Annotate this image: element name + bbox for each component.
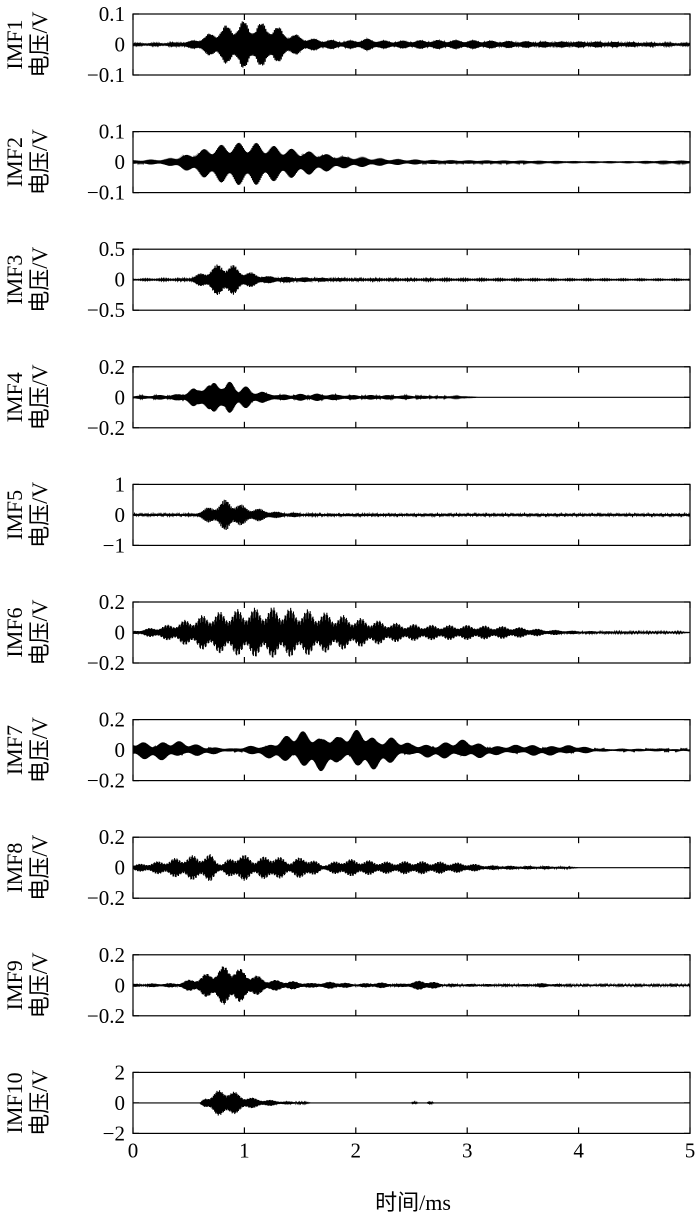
- y-tick-label: 0: [115, 621, 126, 645]
- y-tick-label: 0: [115, 268, 126, 292]
- y-tick-label: −0.2: [87, 651, 125, 675]
- y-axis-label-unit: 电压/V: [27, 247, 52, 313]
- y-axis-label-unit: 电压/V: [27, 1070, 52, 1136]
- y-axis-label: IMF10电压/V: [2, 1070, 52, 1136]
- y-tick-label: −0.2: [87, 1004, 125, 1028]
- y-tick-label: 0: [115, 1091, 126, 1115]
- y-axis-label-series: IMF10: [2, 1072, 27, 1133]
- y-tick-label: 0: [115, 33, 126, 57]
- panel-imf3: 0.5 0 −0.5 IMF3电压/V: [2, 237, 691, 322]
- y-tick-label: −1: [103, 533, 125, 557]
- y-axis-label-unit: 电压/V: [27, 952, 52, 1018]
- y-axis-label-series: IMF8: [2, 843, 27, 893]
- y-tick-label: 0.2: [99, 943, 125, 967]
- signal-line-imf4: [133, 381, 690, 413]
- signal-line-imf3: [133, 264, 690, 295]
- signal-line-imf10: [133, 1090, 690, 1116]
- y-axis-label: IMF9电压/V: [2, 952, 52, 1018]
- y-axis-label-unit: 电压/V: [27, 717, 52, 783]
- x-tick-label: 1: [239, 1138, 250, 1162]
- panel-imf4: 0.2 0 −0.2 IMF4电压/V: [2, 355, 691, 440]
- y-axis-label: IMF7电压/V: [2, 717, 52, 783]
- x-axis-label: 时间/ms: [375, 1190, 451, 1215]
- y-tick-label: −0.2: [87, 416, 125, 440]
- y-axis-label: IMF4电压/V: [2, 364, 52, 430]
- y-tick-label: 0.2: [99, 355, 125, 379]
- y-axis-label: IMF2电压/V: [2, 129, 52, 195]
- y-tick-label: −0.1: [87, 181, 125, 205]
- y-tick-label: −0.1: [87, 63, 125, 87]
- signal-line-imf1: [133, 21, 690, 68]
- y-axis-label-series: IMF7: [2, 725, 27, 775]
- panel-imf6: 0.2 0 −0.2 IMF6电压/V: [2, 590, 691, 675]
- y-axis-label-series: IMF6: [2, 607, 27, 657]
- y-axis-label-unit: 电压/V: [27, 599, 52, 665]
- signal-line-imf8: [133, 854, 690, 881]
- panel-imf8: 0.2 0 −0.2 IMF8电压/V: [2, 825, 691, 910]
- y-axis-label-series: IMF9: [2, 960, 27, 1010]
- y-tick-label: 0.1: [99, 120, 125, 144]
- y-axis-label-series: IMF3: [2, 255, 27, 305]
- y-tick-label: 0: [115, 503, 126, 527]
- y-tick-label: 0: [115, 738, 126, 762]
- y-tick-label: 0: [115, 385, 126, 409]
- panel-imf10: 2 0 −2 IMF10电压/V: [2, 1060, 691, 1145]
- x-tick-label: 3: [462, 1138, 473, 1162]
- y-tick-label: −0.2: [87, 769, 125, 793]
- y-axis-label-unit: 电压/V: [27, 129, 52, 195]
- y-axis-label-series: IMF5: [2, 490, 27, 540]
- shared-x-axis: 0 1 2 3 4 5: [128, 1138, 696, 1162]
- y-tick-label: 0.2: [99, 590, 125, 614]
- y-axis-label-unit: 电压/V: [27, 11, 52, 77]
- y-tick-label: 0.2: [99, 708, 125, 732]
- y-tick-label: 0.1: [99, 2, 125, 26]
- signal-line-imf6: [133, 607, 690, 658]
- signal-line-imf5: [133, 499, 690, 531]
- y-tick-label: 0: [115, 150, 126, 174]
- x-tick-label: 2: [351, 1138, 362, 1162]
- panel-imf9: 0.2 0 −0.2 IMF9电压/V: [2, 943, 691, 1028]
- y-axis-label: IMF6电压/V: [2, 599, 52, 665]
- y-tick-label: 0.5: [99, 237, 125, 261]
- signal-line-imf2: [133, 142, 690, 185]
- y-tick-label: 0: [115, 856, 126, 880]
- x-tick-label: 5: [685, 1138, 696, 1162]
- y-axis-label-series: IMF4: [2, 372, 27, 422]
- y-axis-label-unit: 电压/V: [27, 835, 52, 901]
- y-tick-label: 1: [115, 472, 126, 496]
- panels-group: 0.10−0.1IMF1电压/V0.10−0.1IMF2电压/V0.50−0.5…: [2, 2, 691, 1145]
- y-tick-label: −0.5: [87, 298, 125, 322]
- y-axis-label-unit: 电压/V: [27, 482, 52, 548]
- y-tick-label: 2: [115, 1060, 126, 1084]
- panel-imf1: 0.1 0 −0.1 IMF1电压/V: [2, 2, 691, 87]
- y-axis-label: IMF5电压/V: [2, 482, 52, 548]
- signal-line-imf7: [133, 729, 690, 772]
- y-axis-label: IMF8电压/V: [2, 835, 52, 901]
- y-axis-label: IMF1电压/V: [2, 11, 52, 77]
- y-tick-label: −0.2: [87, 886, 125, 910]
- panel-imf7: 0.2 0 −0.2 IMF7电压/V: [2, 708, 691, 793]
- signal-line-imf9: [133, 966, 690, 1005]
- y-axis-label-series: IMF2: [2, 137, 27, 187]
- x-tick-label: 4: [573, 1138, 584, 1162]
- y-tick-label: 0.2: [99, 825, 125, 849]
- y-tick-label: 0: [115, 973, 126, 997]
- x-tick-label: 0: [128, 1138, 139, 1162]
- y-axis-label: IMF3电压/V: [2, 247, 52, 313]
- panel-imf5: 1 0 −1 IMF5电压/V: [2, 472, 691, 557]
- panel-imf2: 0.1 0 −0.1 IMF2电压/V: [2, 120, 691, 205]
- y-axis-label-series: IMF1: [2, 19, 27, 69]
- y-tick-label: −2: [103, 1121, 125, 1145]
- y-axis-label-unit: 电压/V: [27, 364, 52, 430]
